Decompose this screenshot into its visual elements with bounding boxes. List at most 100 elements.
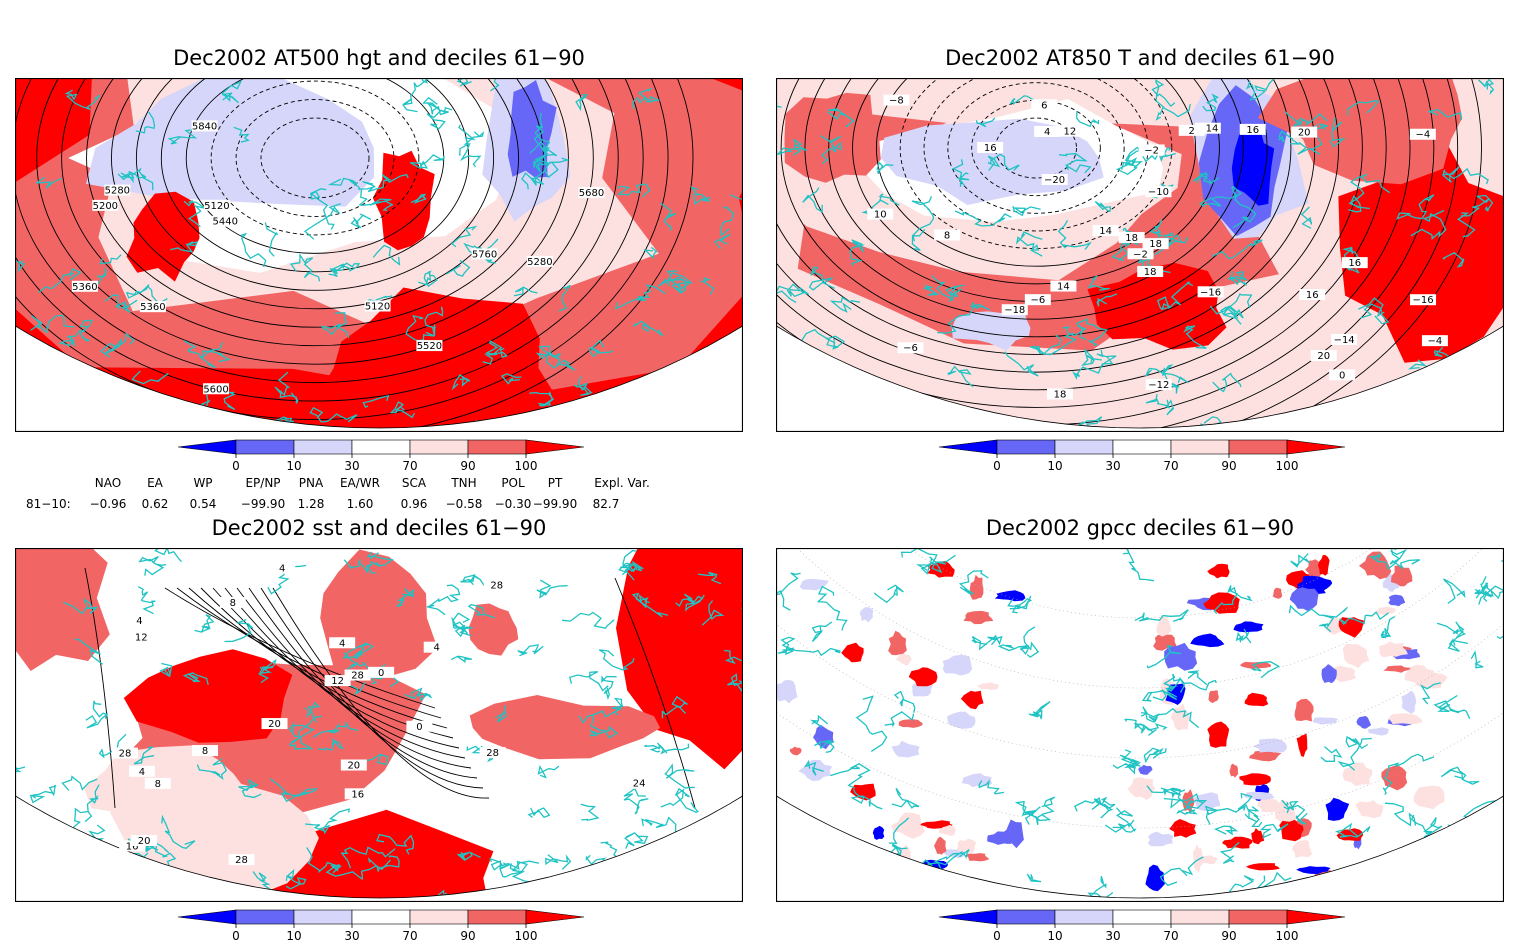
contour-line xyxy=(776,78,1482,428)
coastline xyxy=(644,744,668,754)
contour-label: 0 xyxy=(378,668,384,679)
decile-area xyxy=(1390,565,1413,587)
colorbar-segment xyxy=(1228,439,1288,455)
contour-label: 14 xyxy=(1099,226,1112,237)
coastline xyxy=(639,863,665,888)
coastline xyxy=(1410,814,1443,843)
contour-line xyxy=(804,78,1268,320)
coastline xyxy=(1076,110,1100,128)
coastline xyxy=(233,126,250,143)
coastline xyxy=(1004,351,1039,377)
coastline xyxy=(1478,78,1495,95)
coastline xyxy=(575,93,589,112)
contour-line xyxy=(776,78,1459,428)
coastline xyxy=(452,612,471,638)
index-value: 0.54 xyxy=(189,497,217,511)
coastline xyxy=(1140,706,1161,723)
coastline xyxy=(649,742,690,755)
coastline xyxy=(1213,585,1253,615)
coastline xyxy=(1007,598,1033,614)
coastline xyxy=(63,398,83,412)
coastline xyxy=(153,413,187,428)
contour-label: 28 xyxy=(490,581,503,592)
coastline xyxy=(922,875,949,898)
contour-label: 5520 xyxy=(417,341,442,352)
coastline xyxy=(460,574,490,586)
decile-area xyxy=(1294,698,1314,722)
coastline xyxy=(713,233,731,250)
colorbar-tick-label: 90 xyxy=(460,459,475,473)
decile-area xyxy=(789,746,802,756)
decile-area xyxy=(942,654,973,676)
coastline xyxy=(855,695,888,752)
coastline xyxy=(1281,799,1299,814)
colorbar-tick-label: 30 xyxy=(1105,459,1120,473)
coastline xyxy=(1214,825,1239,836)
coastline xyxy=(1232,194,1257,229)
coastline xyxy=(30,314,75,334)
coastline xyxy=(562,611,615,629)
coastline xyxy=(154,548,182,563)
contour-line xyxy=(84,567,116,809)
coastline xyxy=(648,848,684,869)
coastline xyxy=(15,256,26,274)
coastline xyxy=(289,252,321,282)
coastline xyxy=(86,784,100,812)
coastline xyxy=(1419,682,1441,705)
contour-label: 4 xyxy=(139,767,145,778)
coastline xyxy=(920,554,956,575)
coastline xyxy=(1081,348,1102,366)
coastline xyxy=(851,386,911,405)
contour-labels: 161618−14−16−18−20−6−4−20246810121416182… xyxy=(867,94,1448,400)
coastline xyxy=(102,395,146,411)
coastline xyxy=(98,733,127,759)
coastline xyxy=(125,283,168,305)
map-field xyxy=(15,78,743,428)
contour-label: 20 xyxy=(1298,128,1311,139)
coastline xyxy=(922,283,940,296)
colorbar-tick-label: 70 xyxy=(402,929,417,943)
decile-area xyxy=(1413,785,1445,810)
coastline xyxy=(458,124,476,156)
colorbar-arrow-high xyxy=(525,909,585,925)
coastline xyxy=(1377,410,1408,428)
coastline xyxy=(500,373,522,385)
coastline xyxy=(159,662,173,678)
index-value: −0.30 xyxy=(494,497,532,511)
decile-area xyxy=(888,630,907,656)
coastline xyxy=(1492,366,1504,379)
coastline xyxy=(776,572,801,611)
index-value: −99.90 xyxy=(240,497,286,511)
coastline xyxy=(422,96,449,116)
coastline xyxy=(1104,822,1137,833)
contour-line xyxy=(111,78,519,310)
index-header: POL xyxy=(501,476,525,490)
coastline xyxy=(467,603,496,619)
coastline xyxy=(589,339,614,358)
index-header: NAO xyxy=(94,476,122,490)
decile-area xyxy=(1420,870,1442,877)
coastline xyxy=(1155,103,1191,121)
map-frame xyxy=(776,548,1504,902)
contour-label: −4 xyxy=(1415,130,1430,141)
coastline xyxy=(1283,804,1308,825)
colorbar-tick-label: 90 xyxy=(1221,459,1236,473)
coastline xyxy=(830,858,868,878)
coastline xyxy=(1384,802,1417,827)
decile-area xyxy=(1291,840,1313,858)
coastline xyxy=(1094,200,1112,213)
coastline xyxy=(167,128,198,145)
coastline xyxy=(827,108,855,128)
contour-label: 28 xyxy=(235,855,248,866)
decile-area xyxy=(1342,644,1370,668)
coastline xyxy=(513,286,538,297)
contour-label: 5600 xyxy=(203,384,228,395)
coastline xyxy=(1347,99,1380,116)
decile-area xyxy=(895,653,912,666)
coastline xyxy=(545,854,572,870)
contour-label: 14 xyxy=(1057,282,1070,293)
coastline xyxy=(517,644,544,657)
coastline xyxy=(396,588,415,608)
decile-area xyxy=(1321,664,1337,684)
coastline xyxy=(1436,621,1467,639)
